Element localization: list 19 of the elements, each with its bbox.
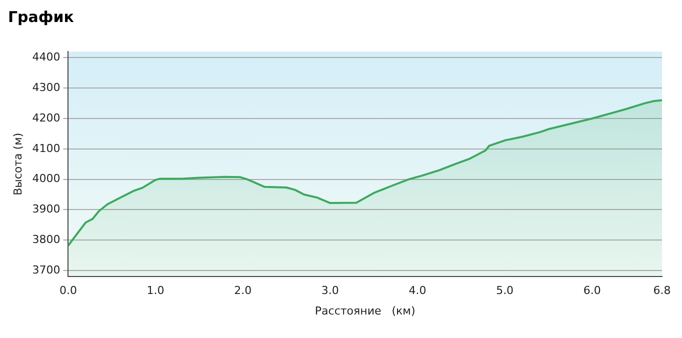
y-tick-label: 4000 — [32, 172, 60, 186]
x-tick-label: 2.0 — [234, 284, 252, 298]
y-tick-label: 4400 — [32, 50, 60, 64]
y-tick-label: 3700 — [32, 263, 60, 276]
x-tick-label: 0.0 — [59, 284, 77, 298]
x-tick-label: 3.0 — [321, 284, 339, 298]
y-tick-label: 3800 — [32, 232, 60, 246]
y-axis-title: Высота (м) — [11, 132, 24, 196]
x-tick-label: 1.0 — [146, 284, 164, 298]
x-tick-label: 6.8 — [653, 284, 671, 298]
y-tick-label: 4300 — [32, 80, 60, 94]
x-axis-title: Расстояние (км) — [314, 304, 416, 318]
y-tick-label: 3900 — [32, 202, 60, 216]
x-tick-label: 4.0 — [408, 284, 426, 298]
x-tick-label: 6.0 — [583, 284, 601, 298]
x-tick-label: 5.0 — [496, 284, 514, 298]
chart-title: График — [8, 8, 75, 28]
y-tick-label: 4100 — [32, 142, 60, 155]
y-tick-label: 4200 — [32, 111, 60, 124]
